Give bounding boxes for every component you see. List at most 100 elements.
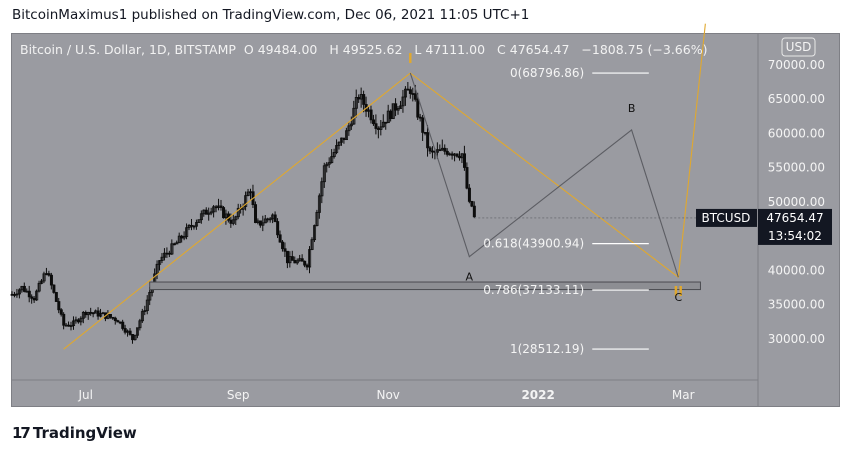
legend-close: C 47654.47 xyxy=(497,42,570,57)
candle-body xyxy=(209,211,213,214)
orange-wave-label: II xyxy=(673,285,683,300)
candle-body xyxy=(37,282,41,292)
candle-body xyxy=(374,123,378,129)
candle-body xyxy=(140,311,144,322)
candle xyxy=(428,146,432,155)
candle xyxy=(268,217,272,223)
candle-body xyxy=(258,220,262,226)
candle-body xyxy=(22,285,26,292)
candle xyxy=(15,288,19,298)
candle-body xyxy=(290,256,294,261)
candle-body xyxy=(463,153,467,168)
time-tick-label: Mar xyxy=(672,388,695,402)
orange-wave-line xyxy=(63,23,706,350)
candle-body xyxy=(121,321,125,329)
candle xyxy=(212,204,216,218)
candle xyxy=(17,288,21,299)
candle-body xyxy=(281,241,285,250)
candle xyxy=(116,319,120,323)
candle xyxy=(367,106,371,118)
candle xyxy=(396,105,400,115)
candle-body xyxy=(182,236,186,239)
candle-body xyxy=(305,264,309,268)
candle xyxy=(182,231,186,241)
candle-body xyxy=(384,121,388,124)
candle-body xyxy=(148,291,152,301)
candle-body xyxy=(394,103,398,111)
candle xyxy=(135,327,139,339)
candle-body xyxy=(222,207,226,219)
candle-body xyxy=(352,107,356,125)
candle-body xyxy=(111,316,115,319)
candle xyxy=(42,271,46,284)
candle xyxy=(300,254,304,262)
candle-body xyxy=(408,89,412,94)
candle-body xyxy=(47,273,51,276)
candle xyxy=(453,153,457,162)
candle xyxy=(89,307,93,316)
candle xyxy=(187,224,191,231)
candle xyxy=(295,258,299,265)
candle xyxy=(305,263,309,271)
candle xyxy=(231,214,235,226)
candle xyxy=(443,144,447,155)
candle-body xyxy=(278,234,282,243)
legend-symbol[interactable]: Bitcoin / U.S. Dollar, 1D, BITSTAMP xyxy=(20,42,236,57)
candle-body xyxy=(423,132,427,134)
candle-body xyxy=(135,327,139,336)
candle xyxy=(86,311,90,320)
candle xyxy=(372,114,376,126)
candle-body xyxy=(138,320,142,329)
candle-body xyxy=(197,219,201,223)
candle-body xyxy=(411,93,415,95)
legend-change: −1808.75 (−3.66%) xyxy=(581,42,708,57)
candle-body xyxy=(81,312,85,319)
candle xyxy=(448,152,452,156)
candle xyxy=(20,285,24,293)
candle xyxy=(76,318,80,324)
candle xyxy=(313,224,317,243)
candle xyxy=(45,267,49,276)
candle xyxy=(256,218,260,225)
currency-button-frame xyxy=(781,37,816,57)
candle xyxy=(349,116,353,130)
candle-body xyxy=(254,204,258,223)
candle xyxy=(57,297,61,314)
candle xyxy=(214,205,218,213)
candle xyxy=(290,250,294,261)
candle-body xyxy=(145,299,149,311)
currency-button[interactable]: USD xyxy=(781,37,816,57)
candle-body xyxy=(123,328,127,333)
candle xyxy=(236,203,240,220)
candle-body xyxy=(285,250,289,264)
candle xyxy=(362,90,366,113)
candle xyxy=(389,109,393,122)
price-tick-label: 60000.00 xyxy=(768,126,825,140)
candle xyxy=(197,219,201,223)
candle-body xyxy=(413,93,417,100)
legend-open: O 49484.00 xyxy=(243,42,318,57)
candle xyxy=(145,295,149,315)
candle-body xyxy=(49,274,53,286)
candle-body xyxy=(340,137,344,143)
candle xyxy=(303,260,307,268)
candle-body xyxy=(330,156,334,164)
candle-body xyxy=(32,297,36,301)
candle-body xyxy=(163,252,167,258)
candle-body xyxy=(185,227,189,237)
candle xyxy=(246,188,250,197)
candle-body xyxy=(295,260,299,264)
candle xyxy=(37,280,41,293)
candle-body xyxy=(315,211,319,227)
fib-level-label: 0.618(43900.94) xyxy=(483,237,584,251)
candle-body xyxy=(128,330,132,335)
candle xyxy=(403,86,407,106)
candle xyxy=(251,184,255,209)
publisher-line: BitcoinMaximus1 published on TradingView… xyxy=(12,7,530,23)
candle xyxy=(160,253,164,264)
candle xyxy=(426,125,430,157)
tradingview-logo[interactable]: 17 TradingView xyxy=(12,424,137,442)
candle xyxy=(354,89,358,118)
candle-body xyxy=(467,187,471,202)
